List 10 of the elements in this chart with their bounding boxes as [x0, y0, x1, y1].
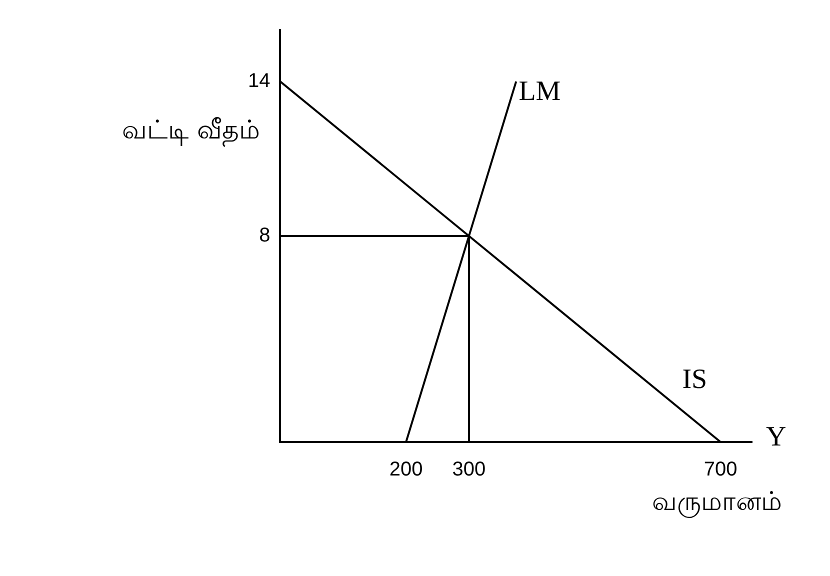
x-tick-label: 300	[452, 458, 486, 481]
x-axis-title: வருமானம்	[652, 486, 782, 518]
y-axis-title: வட்டி வீதம்	[122, 115, 260, 146]
x-tick-label: 700	[704, 458, 738, 481]
series-label: LM	[518, 76, 561, 107]
text: Y	[766, 421, 786, 452]
y-tick-label: 14	[248, 70, 270, 92]
x-tick-label: 200	[389, 458, 423, 481]
series-label: IS	[682, 364, 708, 396]
y-tick-label: 8	[259, 224, 270, 247]
